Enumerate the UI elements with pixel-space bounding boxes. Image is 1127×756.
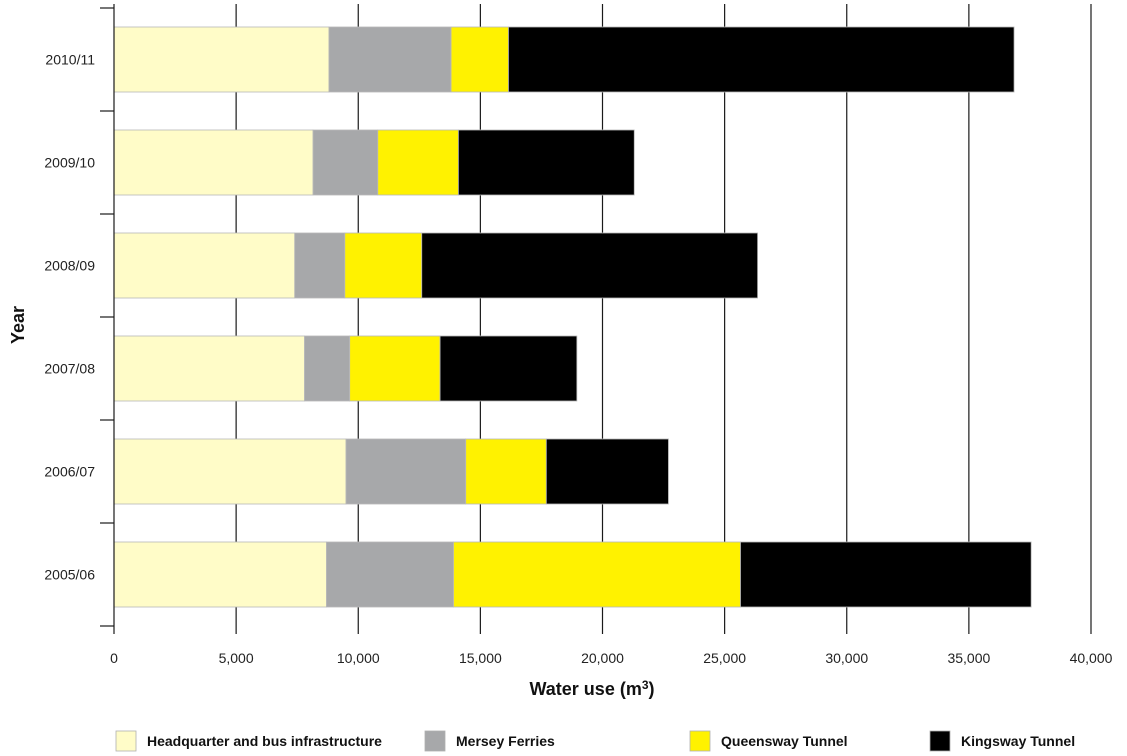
x-tick-label: 35,000 [947,650,990,666]
bar-segment [508,26,1015,93]
bar-segment [312,129,379,196]
bar-segment [113,26,330,93]
bar-segment [294,232,346,299]
y-tick-label: 2006/07 [44,464,95,480]
x-axis-title: Water use (m3) [529,678,654,699]
bar-segment [349,335,441,402]
legend-label: Headquarter and bus infrastructure [147,733,382,749]
bars [113,26,1032,608]
bar-segment [113,541,327,608]
legend-swatch [115,730,137,752]
bar-segment [328,26,452,93]
bar-segment [345,438,467,505]
grid-lines [235,4,1092,634]
y-tick-label: 2010/11 [45,52,95,68]
legend-label: Mersey Ferries [456,733,555,749]
bar-segment [113,335,305,402]
bar-segment [450,26,509,93]
legend-label: Kingsway Tunnel [961,733,1075,749]
legend-label: Queensway Tunnel [721,733,848,749]
axes [100,4,115,634]
y-tick-label: 2007/08 [44,361,95,377]
bar-segment [344,232,423,299]
bar-segment [465,438,547,505]
bar-segment [326,541,454,608]
bar-segment [457,129,635,196]
bar-segment [545,438,669,505]
legend: Headquarter and bus infrastructure Mersey… [115,730,1075,752]
bar-segment [439,335,578,402]
bar-segment [421,232,758,299]
x-tick-label: 15,000 [459,650,502,666]
y-tick-label: 2009/10 [44,155,95,171]
y-tick-label: 2005/06 [44,567,95,583]
bar-segment [453,541,741,608]
y-tick-label: 2008/09 [44,258,95,274]
x-tick-label: 30,000 [825,650,868,666]
bar-segment [113,438,347,505]
bar-segment [113,129,314,196]
x-tick-label: 5,000 [219,650,254,666]
x-tick-label: 0 [110,650,118,666]
bar-segment [740,541,1032,608]
x-tick-label: 40,000 [1070,650,1113,666]
y-axis-title: Year [8,306,28,344]
bar-segment [377,129,459,196]
x-tick-label: 20,000 [581,650,624,666]
x-tick-label: 10,000 [337,650,380,666]
legend-swatch [929,730,951,752]
x-tick-label: 25,000 [703,650,746,666]
x-tick-labels: 0 5,000 10,000 15,000 20,000 25,000 30,000 35,0… [110,650,1113,666]
bar-segment [304,335,351,402]
bar-segment [113,232,296,299]
y-tick-labels: 2010/11 2009/10 2008/09 2007/08 2006/07 2005/… [44,52,95,583]
legend-swatch [689,730,711,752]
legend-swatch [424,730,446,752]
